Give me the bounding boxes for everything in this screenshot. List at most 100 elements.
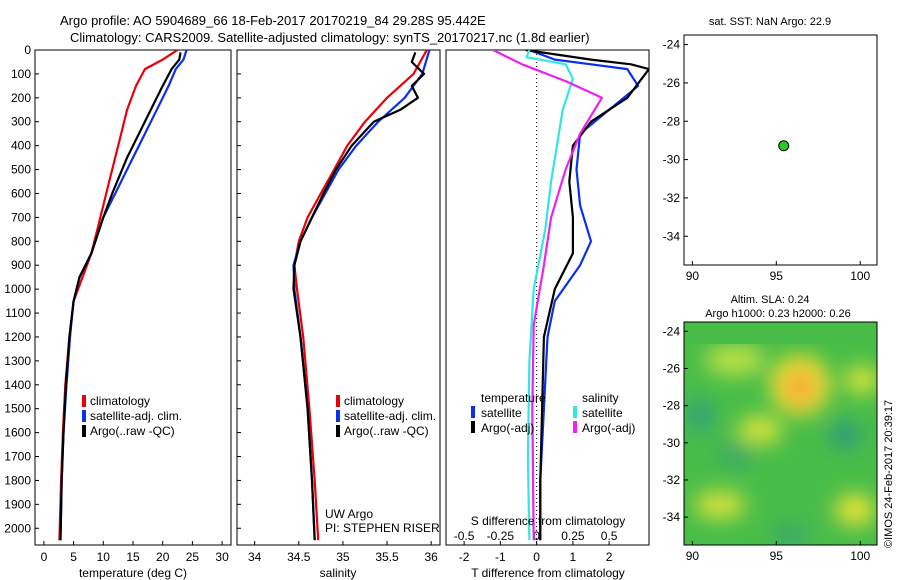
series-line-argo-raw-qc- xyxy=(59,52,182,541)
depth-tick-label: 100 xyxy=(11,67,31,81)
depth-tick-label: 1200 xyxy=(4,330,31,344)
salinity-depth-ticks xyxy=(237,49,241,529)
lat-tick-label: -32 xyxy=(663,191,681,205)
temperature-legend: climatology satellite-adj. clim. Argo(..… xyxy=(82,394,182,438)
heatmap-blob xyxy=(686,399,714,431)
depth-tick-label: 400 xyxy=(11,139,31,153)
annotation-uw-argo: UW Argo xyxy=(325,507,373,521)
credit-text: ©IMOS 24-Feb-2017 20:39:17 xyxy=(883,400,895,548)
lat-tick-label: -24 xyxy=(663,324,681,338)
map-title: sat. SST: NaN Argo: 22.9 xyxy=(709,16,831,28)
map-lon-ticks: 90 95 100 xyxy=(686,261,871,283)
temperature-panel: 0100200300400500600700800900100011001200… xyxy=(4,43,232,580)
lon-tick-label: 90 xyxy=(686,269,700,283)
legend-swatch-s-satellite xyxy=(573,406,577,418)
legend-label-satellite: satellite-adj. clim. xyxy=(344,409,436,423)
lat-tick-label: -28 xyxy=(663,114,681,128)
x-tick-label: -1 xyxy=(495,550,506,564)
sla-subtitle: Argo h1000: 0.23 h2000: 0.26 xyxy=(705,308,851,320)
difference-x-ticks: -2 -1 0 1 2 xyxy=(459,541,613,564)
x-tick-label: 0 xyxy=(41,550,48,564)
argo-location-point xyxy=(778,140,790,152)
depth-tick-label: 1900 xyxy=(4,497,31,511)
heatmap-blob xyxy=(844,366,877,394)
difference-panel: -2 -1 0 1 2 -0.5 -0.25 0 0.25 0.5 T difference f… xyxy=(445,49,650,580)
difference-x2-ticks: -0.5 -0.25 0 0.25 0.5 xyxy=(454,529,618,543)
x-tick-label: 30 xyxy=(215,550,229,564)
x-tick-label: 5 xyxy=(70,550,77,564)
lon-tick-label: 95 xyxy=(770,269,784,283)
sla-map-panel: Altim. SLA: 0.24 Argo h1000: 0.23 h2000:… xyxy=(663,294,878,563)
heatmap-blob xyxy=(772,525,808,545)
x-tick-label: 10 xyxy=(97,550,111,564)
depth-tick-label: 1000 xyxy=(4,282,31,296)
map-lat-ticks: -24 -26 -28 -30 -32 -34 xyxy=(663,38,688,243)
depth-tick-label: 700 xyxy=(11,210,31,224)
map-axes-frame xyxy=(683,34,878,266)
heatmap-blob xyxy=(829,421,861,449)
lon-tick-label: 90 xyxy=(686,549,700,563)
depth-tick-label: 600 xyxy=(11,186,31,200)
x2-tick-label: -0.5 xyxy=(454,529,475,543)
x-tick-label: 15 xyxy=(126,550,140,564)
temperature-x-ticks: 0 5 10 15 20 25 30 xyxy=(41,541,229,564)
salinity-x-ticks: 34 34.5 35 35.5 36 xyxy=(248,541,438,564)
heatmap-blob xyxy=(717,443,753,467)
x-tick-label: 25 xyxy=(186,550,200,564)
depth-tick-label: 1500 xyxy=(4,402,31,416)
sla-lon-ticks: 90 95 100 xyxy=(686,541,871,563)
series-line-satellite xyxy=(525,50,575,541)
lat-tick-label: -30 xyxy=(663,153,681,167)
legend-label-s-satellite: satellite xyxy=(582,406,623,420)
x-tick-label: 35.5 xyxy=(375,550,399,564)
lat-tick-label: -28 xyxy=(663,399,681,413)
sla-heatmap xyxy=(684,322,877,545)
depth-tick-label: 2000 xyxy=(4,521,31,535)
figure-title: Argo profile: AO 5904689_66 18-Feb-2017 … xyxy=(60,13,486,28)
legend-header-temperature: temperature xyxy=(481,391,546,405)
salinity-legend: climatology satellite-adj. clim. Argo(..… xyxy=(336,394,436,438)
x-tick-label: 34 xyxy=(248,550,262,564)
x-tick-label: 35 xyxy=(336,550,350,564)
legend-label-argo: Argo(..raw -QC) xyxy=(344,424,429,438)
depth-tick-label: 0 xyxy=(24,43,31,57)
legend-label-t-argo: Argo(-adj) xyxy=(481,421,534,435)
legend-swatch-climatology xyxy=(82,395,86,407)
series-line-satellite xyxy=(529,50,640,541)
salinity-xlabel: salinity xyxy=(320,566,357,580)
depth-tick-label: 500 xyxy=(11,163,31,177)
temperature-depth-ticks: 0 100 200 300 400 500 600 700 800 900 1000 1100 1200… xyxy=(4,43,39,535)
series-line-climatology xyxy=(58,50,179,541)
x2-tick-label: 0 xyxy=(533,529,540,543)
heatmap-blob xyxy=(784,369,816,405)
legend-swatch-satellite xyxy=(336,410,340,422)
legend-swatch-argo xyxy=(336,425,340,437)
heatmap-blob xyxy=(738,416,782,444)
annotation-pi: PI: STEPHEN RISER xyxy=(325,521,440,535)
legend-swatch-t-satellite xyxy=(471,406,475,418)
x-tick-label: 0 xyxy=(533,550,540,564)
lon-tick-label: 100 xyxy=(850,269,870,283)
legend-label-argo: Argo(..raw -QC) xyxy=(90,424,175,438)
legend-label-s-argo: Argo(-adj) xyxy=(582,421,635,435)
x2-tick-label: 0.25 xyxy=(561,529,585,543)
temperature-xlabel: temperature (deg C) xyxy=(79,566,187,580)
salinity-panel: 34 34.5 35 35.5 36 salinity climatology sate… xyxy=(236,49,441,580)
salinity-axes-frame xyxy=(236,49,441,546)
difference-series xyxy=(492,50,649,541)
depth-tick-label: 1600 xyxy=(4,426,31,440)
difference-x2label: S difference from climatology xyxy=(471,514,626,528)
depth-tick-label: 800 xyxy=(11,234,31,248)
series-line-argo-adj- xyxy=(525,50,649,541)
x-tick-label: 1 xyxy=(570,550,577,564)
depth-tick-label: 900 xyxy=(11,258,31,272)
lat-tick-label: -24 xyxy=(663,38,681,52)
legend-swatch-s-argo xyxy=(573,421,577,433)
series-line-argo-adj- xyxy=(492,50,604,541)
depth-tick-label: 1300 xyxy=(4,354,31,368)
legend-swatch-satellite xyxy=(82,410,86,422)
depth-tick-label: 1100 xyxy=(5,306,31,320)
heatmap-blob xyxy=(694,491,746,519)
legend-label-climatology: climatology xyxy=(344,394,404,408)
